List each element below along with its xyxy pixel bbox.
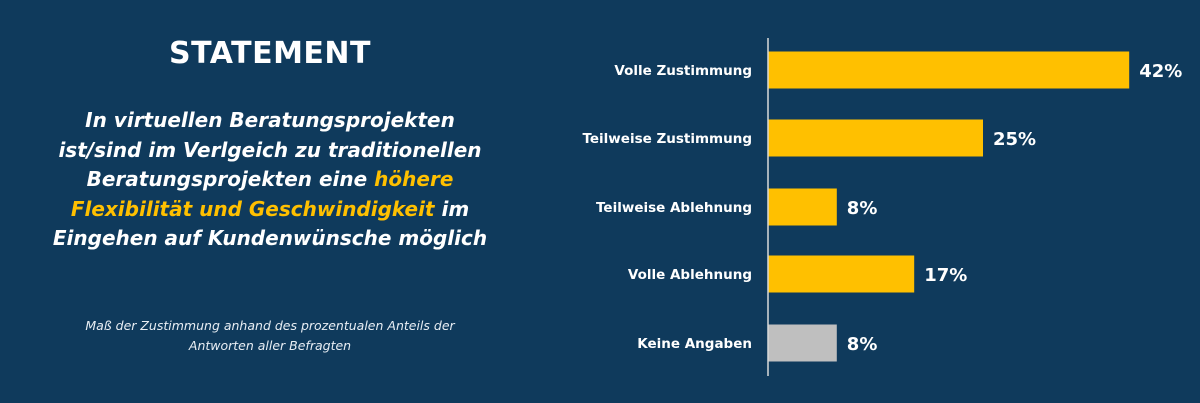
bar-volle-ablehnung — [768, 255, 915, 293]
statement-line-3-text: Beratungsprojekten eine — [86, 167, 375, 191]
bar-teilweise-zustimmung — [768, 119, 983, 157]
bar-chart: Volle Zustimmung 42% Teilweise Zustimmung 2… — [560, 30, 1190, 382]
value-label: 8% — [847, 198, 878, 219]
bar-teilweise-ablehnung — [768, 188, 837, 226]
bar-chart-svg: Volle Zustimmung 42% Teilweise Zustimmung 2… — [582, 38, 1182, 376]
statement-line-2: ist/sind im Verlgeich zu traditionellen — [58, 137, 482, 162]
statement-line-4-text: im — [434, 196, 470, 221]
footnote: Maß der Zustimmung anhand des prozentual… — [40, 316, 500, 356]
statement-text: In virtuellen Beratungsprojekten ist/sin… — [40, 106, 500, 254]
footnote-line-1: Maß der Zustimmung anhand des prozentual… — [85, 318, 455, 333]
value-label: 8% — [847, 334, 878, 355]
category-label: Teilweise Zustimmung — [582, 131, 752, 147]
statement-line-4: Flexibilität und Geschwindigkeit im — [40, 195, 500, 225]
statement-line-3: Beratungsprojekten eine höhere — [40, 165, 500, 195]
bar-keine-angaben — [768, 324, 837, 362]
statement-panel: STATEMENT In virtuellen Beratungsprojekt… — [40, 0, 500, 403]
category-label: Keine Angaben — [637, 336, 752, 352]
value-label: 17% — [924, 265, 967, 286]
category-label: Teilweise Ablehnung — [596, 200, 752, 216]
statement-highlight-1: höhere — [374, 167, 454, 191]
category-label: Volle Zustimmung — [614, 63, 752, 79]
statement-line-1: In virtuellen Beratungsprojekten — [85, 108, 455, 132]
statement-heading: STATEMENT — [168, 36, 371, 71]
value-label: 25% — [993, 129, 1036, 150]
statement-highlight-2: Flexibilität und Geschwindigkeit — [70, 196, 435, 221]
category-label: Volle Ablehnung — [628, 267, 752, 283]
statement-line-5: Eingehen auf Kundenwünsche möglich — [52, 226, 488, 250]
value-label: 42% — [1139, 61, 1182, 82]
footnote-line-2: Antworten aller Befragten — [188, 338, 352, 353]
bar-volle-zustimmung — [768, 51, 1130, 89]
